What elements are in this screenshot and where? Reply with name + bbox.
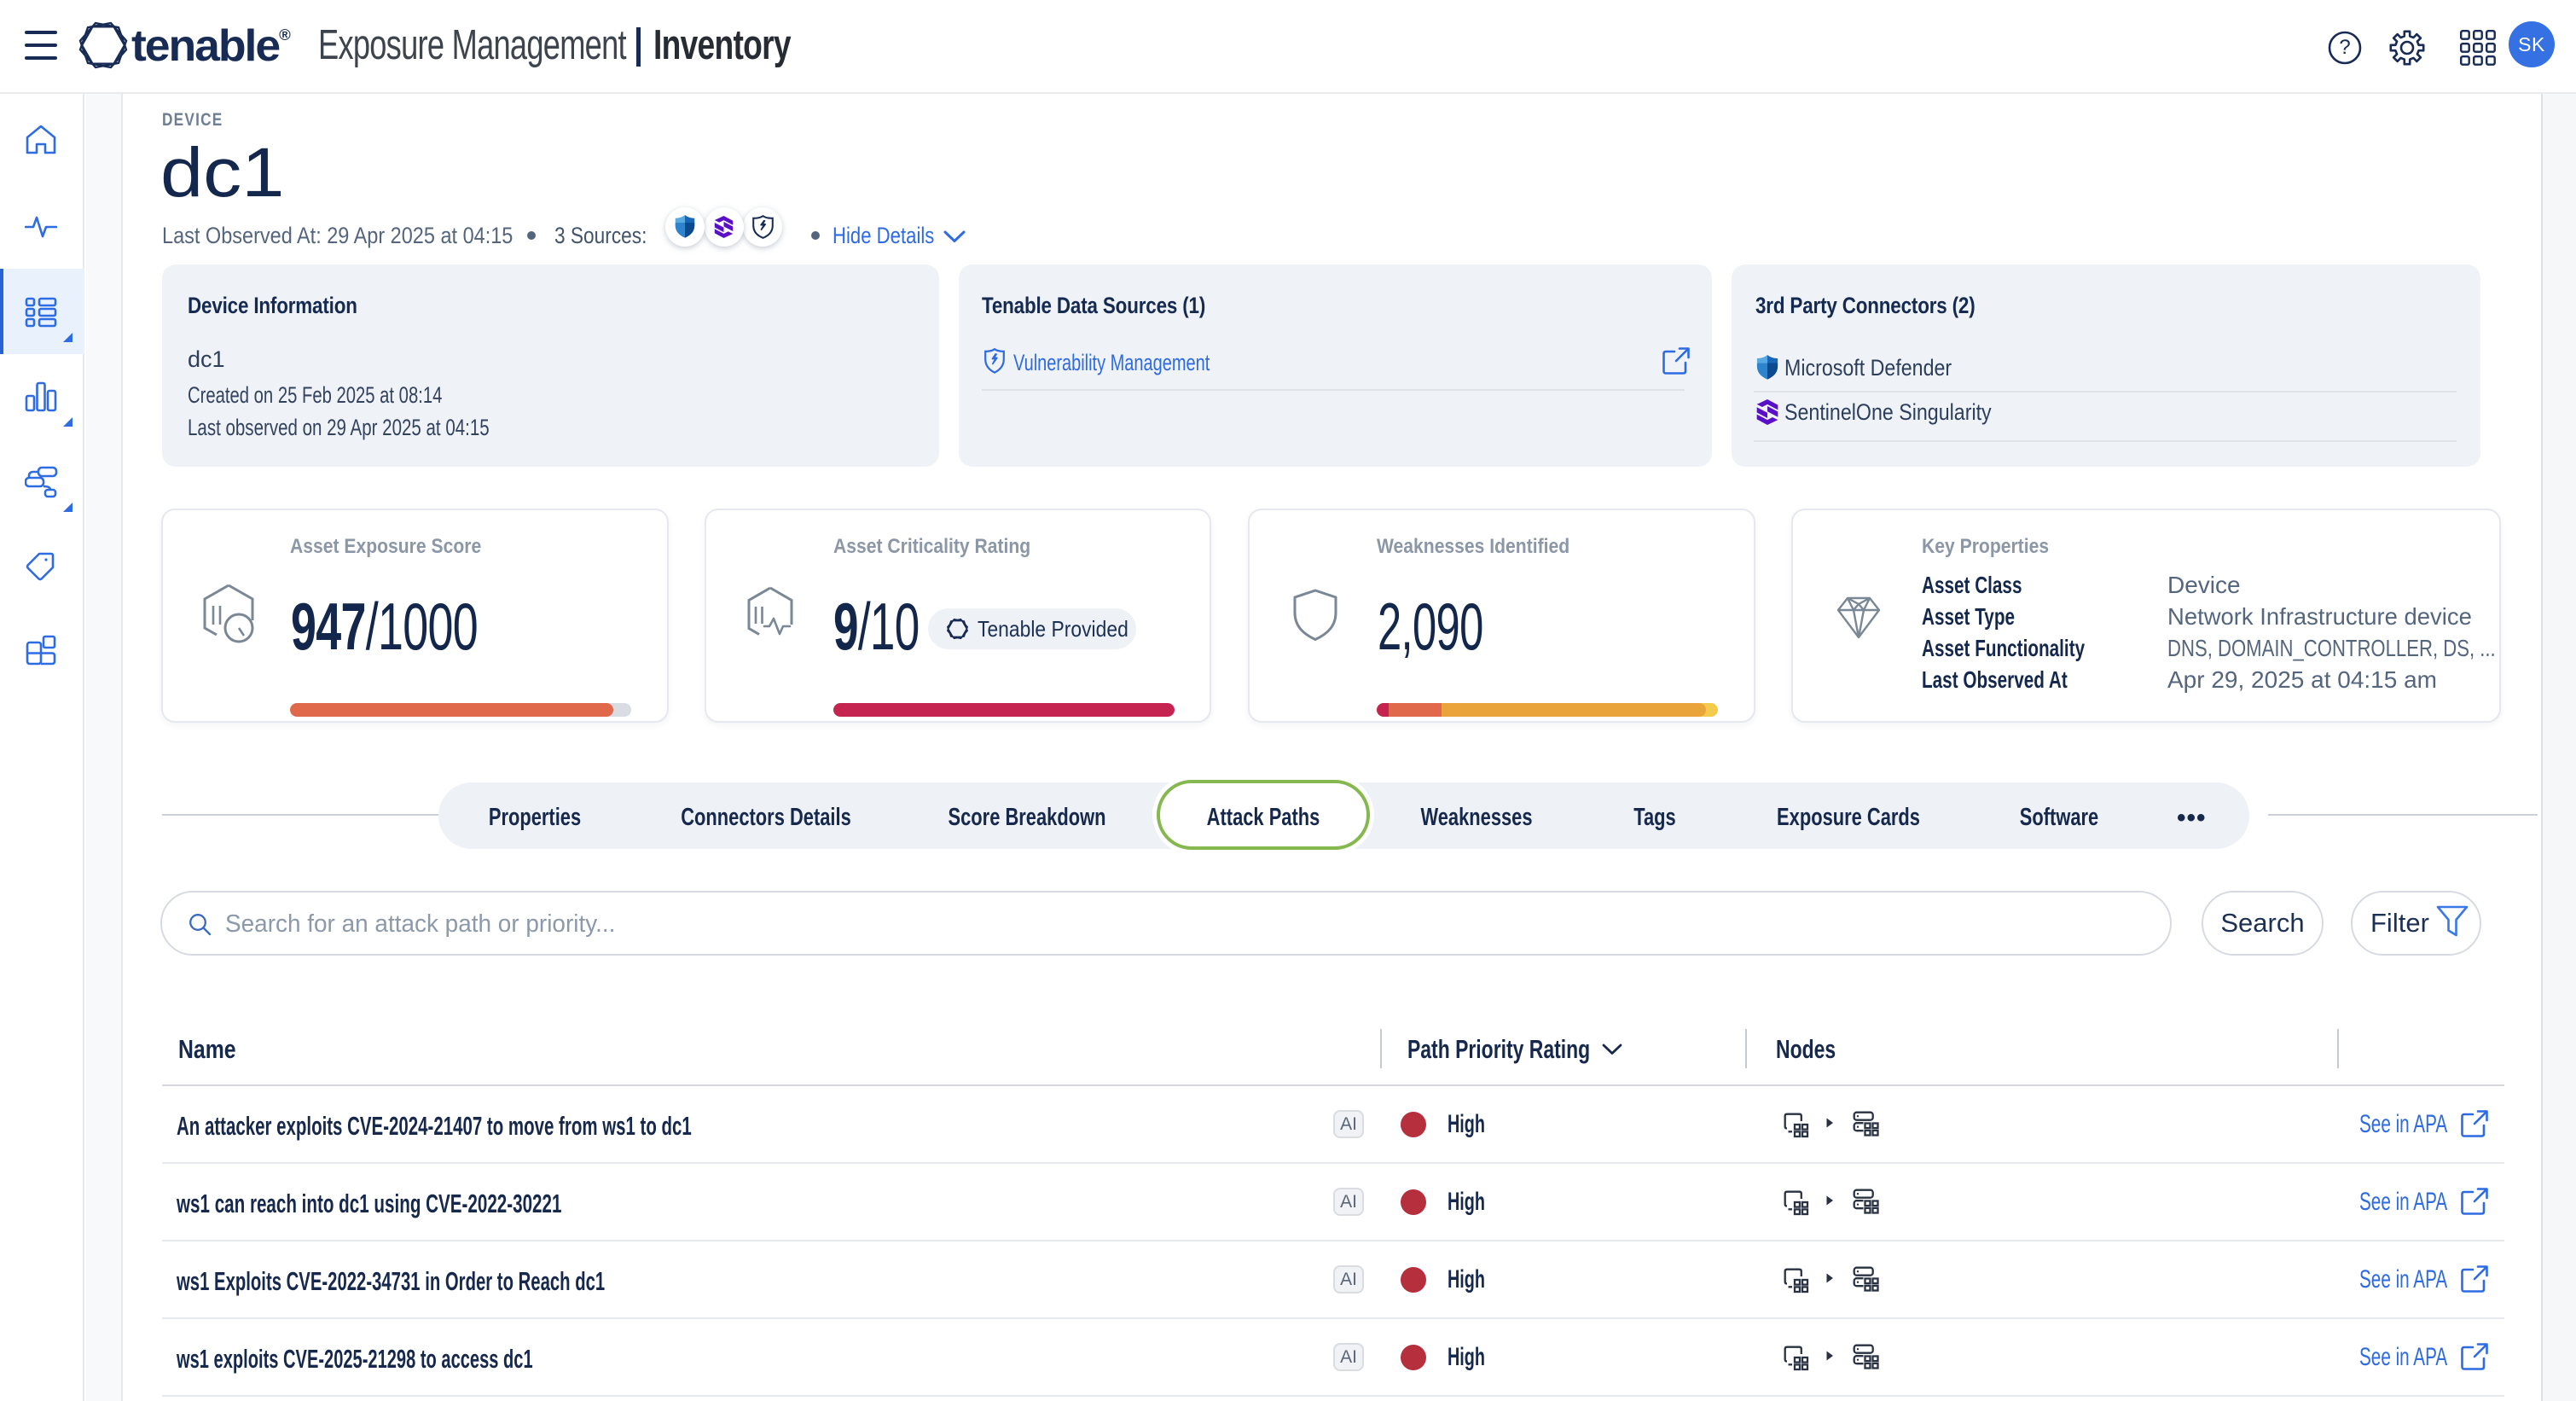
svg-text:?: ? — [2339, 36, 2350, 59]
